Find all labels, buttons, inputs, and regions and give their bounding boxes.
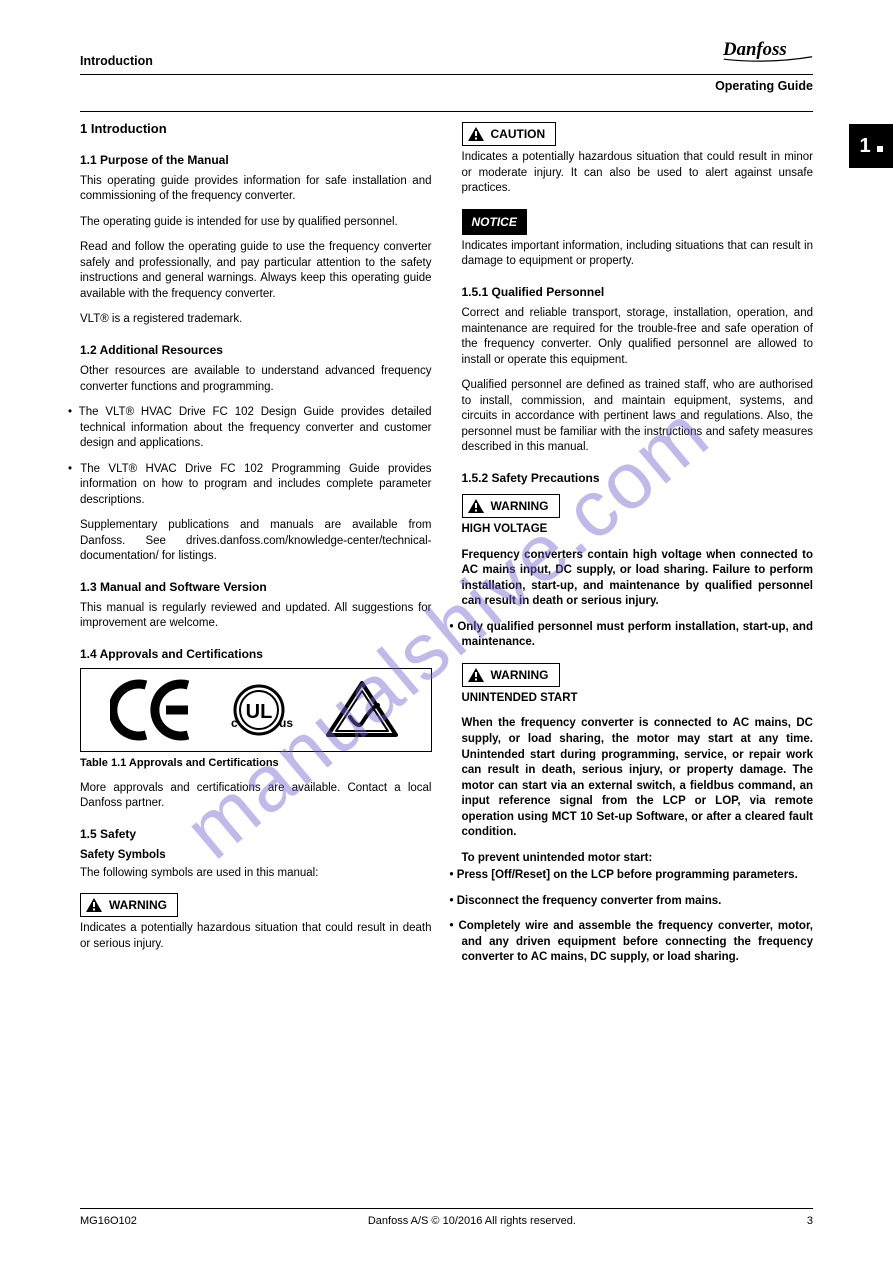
- header-rule-lower: [80, 111, 813, 112]
- qualified-p1: Correct and reliable transport, storage,…: [462, 306, 814, 368]
- warning-triangle-icon: [85, 897, 103, 913]
- unintended-start-block: WARNING UNINTENDED START When the freque…: [462, 661, 814, 966]
- warning-label-text: WARNING: [109, 897, 167, 913]
- section-1-4-p: More approvals and certifications are av…: [80, 781, 432, 812]
- page-header: Introduction Danfoss Operating Guide: [80, 34, 813, 116]
- chapter-tab: 1: [849, 124, 893, 168]
- section-1-1-p3: Read and follow the operating guide to u…: [80, 240, 432, 302]
- caution-label-box: CAUTION: [462, 122, 557, 146]
- section-1-1-p2: The operating guide is intended for use …: [80, 215, 432, 231]
- chapter-title: 1 Introduction: [80, 120, 432, 138]
- logo-text: Danfoss: [723, 39, 787, 60]
- hv-warning-icon: [467, 498, 485, 514]
- chapter-tab-dot: [877, 146, 883, 152]
- section-1-2-p1: Other resources are available to underst…: [80, 364, 432, 395]
- header-sub-row: Operating Guide: [80, 75, 813, 93]
- notice-symbol-block: NOTICE Indicates important information, …: [462, 207, 814, 270]
- section-1-2-li2: The VLT® HVAC Drive FC 102 Programming G…: [80, 462, 432, 509]
- header-section-title: Introduction: [80, 54, 153, 68]
- caution-symbol-block: CAUTION Indicates a potentially hazardou…: [462, 120, 814, 197]
- hv-text: Frequency converters contain high voltag…: [462, 548, 814, 610]
- page-body: 1 Introduction 1.1 Purpose of the Manual…: [80, 120, 813, 1183]
- notice-label-text: NOTICE: [472, 215, 517, 229]
- manual-page: manualshive.com Introduction Danfoss Ope…: [0, 0, 893, 1263]
- hv-warning-box: WARNING: [462, 494, 560, 518]
- high-voltage-block: WARNING HIGH VOLTAGE Frequency converter…: [462, 492, 814, 651]
- svg-text:UL: UL: [245, 701, 272, 723]
- us-li2: Disconnect the frequency converter from …: [462, 894, 814, 910]
- section-1-3-heading: 1.3 Manual and Software Version: [80, 579, 432, 595]
- approvals-box: UL c us: [80, 668, 432, 752]
- section-1-3-p: This manual is regularly reviewed and up…: [80, 601, 432, 632]
- section-1-1-p1: This operating guide provides informatio…: [80, 174, 432, 205]
- section-1-4-heading: 1.4 Approvals and Certifications: [80, 646, 432, 662]
- section-1-2-li1: The VLT® HVAC Drive FC 102 Design Guide …: [80, 405, 432, 452]
- caution-triangle-icon: [467, 126, 485, 142]
- warning-symbol-block: WARNING Indicates a potentially hazardou…: [80, 891, 432, 952]
- section-1-1-p4: VLT® is a registered trademark.: [80, 312, 432, 328]
- header-row: Introduction Danfoss: [80, 34, 813, 68]
- ce-mark-icon: [110, 679, 196, 741]
- us-subhead: To prevent unintended motor start:: [462, 851, 814, 867]
- section-1-5-heading: 1.5 Safety: [80, 826, 432, 842]
- us-li3: Completely wire and assemble the frequen…: [462, 919, 814, 966]
- caution-description: Indicates a potentially hazardous situat…: [462, 150, 814, 197]
- warning-description: Indicates a potentially hazardous situat…: [80, 921, 432, 952]
- us-warning-icon: [467, 667, 485, 683]
- culus-mark-icon: UL c us: [221, 679, 297, 741]
- hv-warning-label: WARNING: [491, 498, 549, 514]
- us-text: When the frequency converter is connecte…: [462, 716, 814, 840]
- caution-label-text: CAUTION: [491, 126, 546, 142]
- chapter-tab-label: 1: [859, 135, 870, 158]
- header-doc-type: Operating Guide: [715, 79, 813, 93]
- us-title: UNINTENDED START: [462, 691, 814, 707]
- svg-text:c: c: [231, 716, 238, 730]
- danfoss-logo: Danfoss: [723, 34, 813, 68]
- us-warning-box: WARNING: [462, 663, 560, 687]
- page-footer: MG16O102 Danfoss A/S © 10/2016 All right…: [80, 1208, 813, 1227]
- section-1-1-heading: 1.1 Purpose of the Manual: [80, 152, 432, 168]
- qualified-p2: Qualified personnel are defined as train…: [462, 378, 814, 456]
- footer-copyright: Danfoss A/S © 10/2016 All rights reserve…: [368, 1215, 576, 1227]
- section-1-5-p: The following symbols are used in this m…: [80, 866, 432, 882]
- section-1-5-2-heading: 1.5.2 Safety Precautions: [462, 470, 814, 486]
- notice-description: Indicates important information, includi…: [462, 239, 814, 270]
- section-1-5-1-heading: 1.5.1 Qualified Personnel: [462, 284, 814, 300]
- us-warning-label: WARNING: [491, 667, 549, 683]
- footer-doc-id: MG16O102: [80, 1215, 137, 1227]
- us-li1: Press [Off/Reset] on the LCP before prog…: [462, 868, 814, 884]
- svg-text:us: us: [279, 716, 293, 730]
- approvals-caption: Table 1.1 Approvals and Certifications: [80, 756, 432, 771]
- hv-title: HIGH VOLTAGE: [462, 522, 814, 538]
- hv-li: Only qualified personnel must perform in…: [462, 620, 814, 651]
- section-1-2-heading: 1.2 Additional Resources: [80, 342, 432, 358]
- safety-symbols-heading: Safety Symbols: [80, 848, 432, 864]
- warning-label-box: WARNING: [80, 893, 178, 917]
- footer-page-number: 3: [807, 1215, 813, 1227]
- rcm-mark-icon: [322, 679, 402, 741]
- section-1-2-p2: Supplementary publications and manuals a…: [80, 518, 432, 565]
- notice-label-box: NOTICE: [462, 209, 527, 235]
